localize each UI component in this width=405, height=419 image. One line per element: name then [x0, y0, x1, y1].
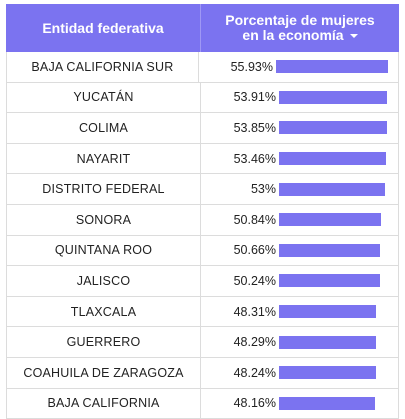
cell-entity: QUINTANA ROO — [7, 235, 201, 266]
cell-percentage-bar — [279, 358, 398, 388]
table-row[interactable]: BAJA CALIFORNIA 48.16% — [7, 388, 398, 419]
cell-percentage-bar — [279, 83, 398, 113]
cell-percentage-bar — [279, 236, 398, 266]
cell-percentage-bar — [279, 113, 398, 143]
table-row[interactable]: COLIMA 53.85% — [7, 113, 398, 144]
cell-entity: GUERRERO — [7, 327, 201, 357]
cell-entity: DISTRITO FEDERAL — [7, 174, 201, 204]
sort-descending-icon[interactable] — [349, 34, 358, 39]
percentage-bar — [279, 305, 376, 319]
cell-percentage-bar — [279, 389, 398, 419]
cell-percentage-value: 50.66% — [233, 243, 276, 258]
percentage-bar — [279, 396, 375, 410]
cell-percentage-value: 50.24% — [233, 273, 276, 288]
cell-percentage-bar — [279, 297, 398, 327]
table-row[interactable]: YUCATÁN 53.91% — [7, 82, 398, 114]
cell-percentage-value: 55.93% — [230, 59, 273, 74]
percentage-bar — [279, 121, 387, 135]
percentage-bar — [279, 152, 386, 166]
column-header-entity[interactable]: Entidad federativa — [6, 4, 201, 52]
cell-percentage-value: 48.31% — [233, 304, 276, 319]
table-row[interactable]: NAYARIT 53.46% — [7, 143, 398, 175]
cell-percentage-bar — [279, 144, 398, 174]
table-row[interactable]: DISTRITO FEDERAL 53% — [7, 174, 398, 205]
cell-percentage-value: 53.91% — [233, 90, 276, 105]
cell-percentage-bar — [279, 266, 398, 296]
cell-percentage-bar — [276, 52, 398, 82]
cell-entity: BAJA CALIFORNIA SUR — [7, 52, 199, 82]
cell-percentage-value: 48.24% — [233, 365, 276, 380]
table-row[interactable]: TLAXCALA 48.31% — [7, 296, 398, 328]
column-header-entity-label: Entidad federativa — [42, 20, 164, 36]
cell-entity: COLIMA — [7, 113, 201, 143]
cell-percentage-value: 48.16% — [233, 396, 276, 411]
cell-entity: COAHUILA DE ZARAGOZA — [7, 357, 201, 388]
table-row[interactable]: GUERRERO 48.29% — [7, 327, 398, 358]
cell-percentage-bar — [279, 327, 398, 357]
data-table: Entidad federativa Porcentaje de mujeres… — [6, 4, 399, 419]
cell-percentage-bar — [279, 205, 398, 235]
percentage-bar — [276, 60, 388, 74]
cell-entity: BAJA CALIFORNIA — [7, 388, 201, 419]
column-header-percentage-line2: en la economía — [242, 27, 344, 43]
column-header-percentage[interactable]: Porcentaje de mujeres en la economía — [201, 4, 399, 52]
cell-percentage-value: 53.46% — [233, 151, 276, 166]
cell-entity: SONORA — [7, 204, 201, 235]
cell-entity: JALISCO — [7, 266, 201, 296]
percentage-bar — [279, 366, 376, 380]
table-row[interactable]: JALISCO 50.24% — [7, 266, 398, 297]
cell-percentage-value: 53% — [250, 182, 276, 197]
column-header-percentage-line1: Porcentaje de mujeres — [225, 12, 375, 28]
table-row[interactable]: SONORA 50.84% — [7, 204, 398, 236]
table-body: BAJA CALIFORNIA SUR 55.93% YUCATÁN 53.91% CO… — [6, 52, 399, 419]
percentage-bar — [279, 335, 376, 349]
cell-percentage-value: 53.85% — [233, 120, 276, 135]
cell-percentage-value: 48.29% — [233, 335, 276, 350]
percentage-bar — [279, 274, 380, 288]
table-row[interactable]: COAHUILA DE ZARAGOZA 48.24% — [7, 357, 398, 389]
cell-entity: TLAXCALA — [7, 296, 201, 327]
table-header: Entidad federativa Porcentaje de mujeres… — [6, 4, 399, 52]
cell-percentage-bar — [279, 174, 398, 204]
cell-entity: YUCATÁN — [7, 82, 201, 113]
percentage-bar — [279, 90, 387, 104]
percentage-bar — [279, 182, 385, 196]
table-row[interactable]: QUINTANA ROO 50.66% — [7, 235, 398, 267]
percentage-bar — [279, 243, 380, 257]
cell-percentage-value: 50.84% — [233, 212, 276, 227]
cell-entity: NAYARIT — [7, 143, 201, 174]
table-row[interactable]: BAJA CALIFORNIA SUR 55.93% — [7, 52, 398, 83]
percentage-bar — [279, 213, 381, 227]
